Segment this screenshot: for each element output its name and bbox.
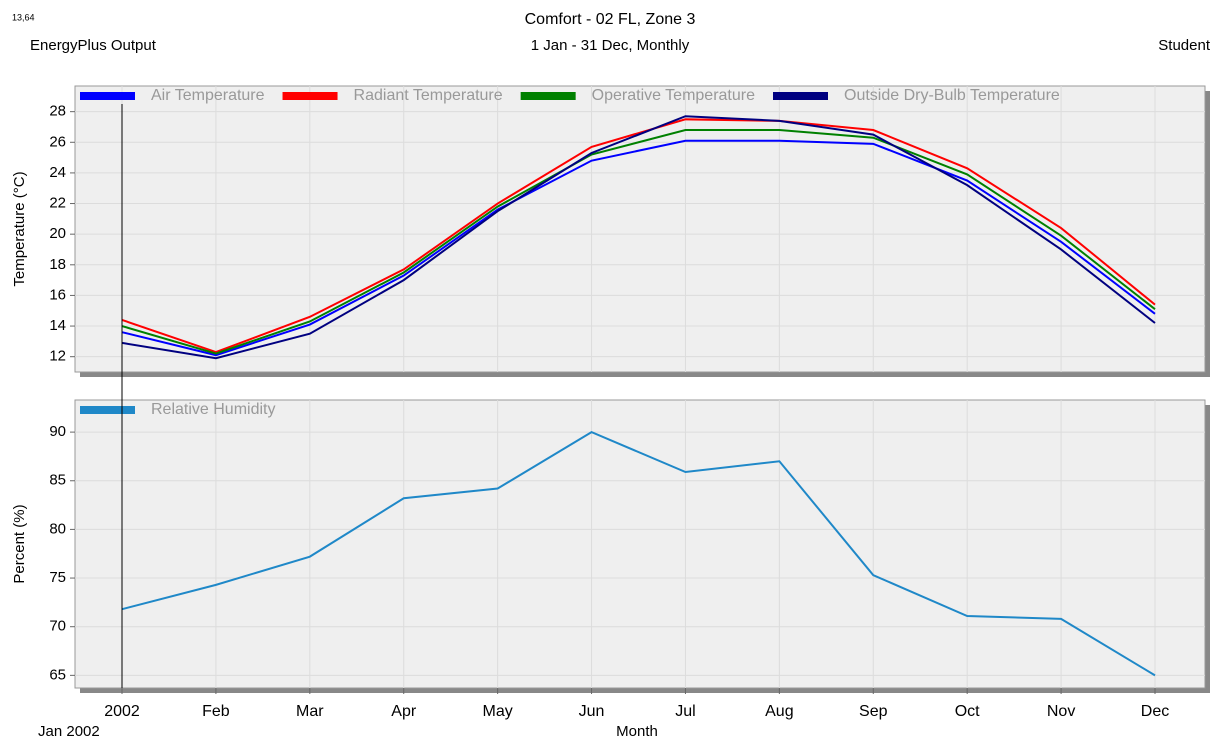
x-tick-label: Jun bbox=[579, 703, 605, 720]
x-tick-label: Apr bbox=[391, 703, 417, 720]
y-tick-label: 85 bbox=[49, 472, 66, 489]
corner-text: 13,64 bbox=[12, 12, 35, 22]
y-tick-label: 18 bbox=[49, 256, 66, 273]
y-axis-label: Percent (%) bbox=[11, 504, 28, 583]
x-tick-label: Sep bbox=[859, 703, 888, 720]
y-tick-label: 75 bbox=[49, 569, 66, 586]
series-line bbox=[121, 430, 1156, 677]
y-axis-label: Temperature (°C) bbox=[11, 171, 28, 286]
legend-swatch bbox=[520, 92, 576, 100]
legend-label: Outside Dry-Bulb Temperature bbox=[844, 87, 1060, 104]
date-text: Jan 2002 bbox=[38, 723, 100, 740]
chart-subtitle: 1 Jan - 31 Dec, Monthly bbox=[531, 37, 690, 54]
y-tick-label: 80 bbox=[49, 520, 66, 537]
legend-swatch bbox=[80, 406, 135, 414]
legend-swatch bbox=[80, 92, 135, 100]
x-axis-label: Month bbox=[616, 723, 658, 740]
x-tick-label: Mar bbox=[296, 703, 324, 720]
y-tick-label: 14 bbox=[49, 317, 66, 334]
x-tick-label: Dec bbox=[1141, 703, 1169, 720]
user-text: Student bbox=[1158, 37, 1211, 54]
x-tick-label: Nov bbox=[1047, 703, 1075, 720]
y-tick-label: 70 bbox=[49, 618, 66, 635]
y-tick-label: 22 bbox=[49, 195, 66, 212]
legend-label: Radiant Temperature bbox=[354, 87, 503, 104]
y-tick-label: 28 bbox=[49, 103, 66, 120]
series-line bbox=[121, 118, 1156, 354]
series-line bbox=[121, 139, 1156, 357]
plot-area bbox=[74, 85, 1206, 373]
legend-swatch bbox=[282, 92, 338, 100]
x-tick-label: Feb bbox=[202, 703, 230, 720]
legend-swatch bbox=[773, 92, 828, 100]
series-line bbox=[121, 129, 1156, 355]
series-line bbox=[121, 115, 1156, 360]
y-tick-label: 90 bbox=[49, 423, 66, 440]
x-tick-label: May bbox=[483, 703, 513, 720]
legend-label: Operative Temperature bbox=[592, 87, 755, 104]
y-tick-label: 20 bbox=[49, 225, 66, 242]
y-tick-label: 65 bbox=[49, 666, 66, 683]
chart-title: Comfort - 02 FL, Zone 3 bbox=[525, 11, 696, 28]
y-tick-label: 12 bbox=[49, 348, 66, 365]
x-tick-label: Oct bbox=[955, 703, 980, 720]
legend-label: Relative Humidity bbox=[151, 401, 275, 418]
y-tick-label: 24 bbox=[49, 164, 66, 181]
y-tick-label: 16 bbox=[49, 286, 66, 303]
y-tick-label: 26 bbox=[49, 133, 66, 150]
x-tick-label: Jul bbox=[675, 703, 695, 720]
x-tick-label: Aug bbox=[765, 703, 793, 720]
legend-label: Air Temperature bbox=[151, 87, 265, 104]
x-tick-label: 2002 bbox=[104, 703, 140, 720]
source-text: EnergyPlus Output bbox=[30, 37, 157, 54]
plot-area bbox=[74, 399, 1206, 689]
